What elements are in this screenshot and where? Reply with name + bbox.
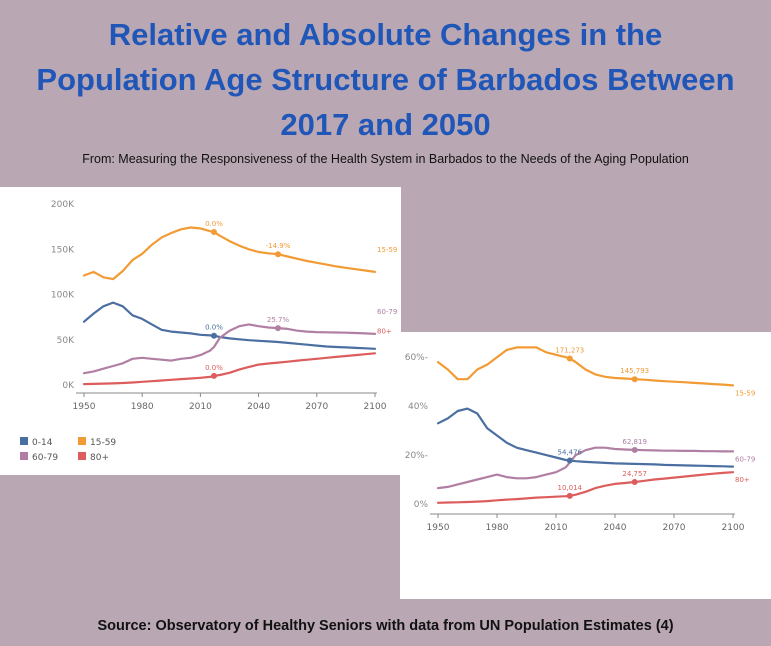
series-line-60-79 xyxy=(436,446,735,490)
data-label: 0.0% xyxy=(205,364,223,372)
end-label-80: 80+ xyxy=(735,476,750,484)
data-point-marker xyxy=(631,376,638,383)
x-tick-label: 2100 xyxy=(364,402,387,412)
x-tick-label: 1950 xyxy=(73,402,96,412)
y-tick-label: 40% xyxy=(408,402,428,412)
data-label: -14.9% xyxy=(266,242,291,250)
series-line-80 xyxy=(82,352,377,386)
y-tick-label: 100K xyxy=(51,291,75,301)
data-label: 25.7% xyxy=(267,316,290,324)
data-label: 0.0% xyxy=(205,324,223,332)
x-tick-label: 2100 xyxy=(722,523,745,533)
x-tick-label: 2010 xyxy=(545,523,568,533)
x-tick-label: 2070 xyxy=(663,523,686,533)
absolute-chart-panel: 0K 50K 100K 150K 200K 1950 1980 2010 2040 2070 210… xyxy=(0,187,401,475)
data-point-marker xyxy=(275,251,281,258)
data-label: 62,819 xyxy=(622,438,647,446)
data-point-marker xyxy=(275,325,281,332)
relative-population-chart: 0% 20%- 40% 60%- 1950 1980 2010 2040 2070 2100 15-… xyxy=(405,346,755,533)
y-tick-label: 50K xyxy=(57,336,75,346)
end-label-60-79: 60-79 xyxy=(735,455,755,463)
legend-swatch-0-14 xyxy=(20,437,28,445)
legend-label-60-79: 60-79 xyxy=(32,453,58,463)
data-point-marker xyxy=(210,332,217,339)
x-tick-label: 2040 xyxy=(604,523,627,533)
data-point-marker xyxy=(631,478,638,485)
data-label: 10,014 xyxy=(558,484,583,492)
series-line-15-59 xyxy=(82,226,377,281)
legend-swatch-60-79 xyxy=(20,452,28,460)
legend-label-0-14: 0-14 xyxy=(32,438,53,448)
end-label-80: 80+ xyxy=(377,327,392,335)
end-label-60-79: 60-79 xyxy=(377,308,397,316)
absolute-population-chart: 0K 50K 100K 150K 200K 1950 1980 2010 2040 2070 210… xyxy=(20,200,397,463)
relative-chart-panel: 0% 20%- 40% 60%- 1950 1980 2010 2040 2070 2100 15-… xyxy=(400,332,771,599)
data-label: 0.0% xyxy=(205,220,223,228)
x-tick-label: 1950 xyxy=(427,523,450,533)
data-point-marker xyxy=(566,355,573,362)
y-tick-label: 150K xyxy=(51,245,75,255)
page-title: Relative and Absolute Changes in the Pop… xyxy=(0,12,771,147)
legend-swatch-15-59 xyxy=(78,437,86,445)
end-label-15-59: 15-59 xyxy=(735,389,755,397)
series-line-80 xyxy=(436,471,735,504)
x-tick-label: 2040 xyxy=(247,402,270,412)
x-tick-label: 2010 xyxy=(189,402,212,412)
end-label-15-59: 15-59 xyxy=(377,246,397,254)
x-tick-label: 1980 xyxy=(486,523,509,533)
data-point-marker xyxy=(566,492,573,499)
subtitle: From: Measuring the Responsiveness of th… xyxy=(82,152,689,166)
series-line-0-14 xyxy=(82,301,377,350)
series-line-0-14 xyxy=(436,407,735,468)
y-tick-label: 0K xyxy=(62,381,75,391)
source-note: Source: Observatory of Healthy Seniors w… xyxy=(97,618,674,634)
series-line-60-79 xyxy=(82,323,377,375)
data-point-marker xyxy=(210,372,217,379)
y-tick-label: 0% xyxy=(414,500,429,510)
title-line-2: Population Age Structure of Barbados Bet… xyxy=(36,62,735,97)
series-line-15-59 xyxy=(436,346,735,387)
title-line-3: 2017 and 2050 xyxy=(280,107,491,142)
x-tick-label: 1980 xyxy=(131,402,154,412)
y-tick-label: 20%- xyxy=(405,451,428,461)
data-point-marker xyxy=(210,229,217,236)
y-tick-label: 60%- xyxy=(405,353,428,363)
data-label: 54,476 xyxy=(558,448,583,456)
title-line-1: Relative and Absolute Changes in the xyxy=(108,17,663,52)
data-point-marker xyxy=(566,457,573,464)
data-point-marker xyxy=(631,446,638,453)
data-label: 145,793 xyxy=(620,367,649,375)
data-label: 171,273 xyxy=(555,346,584,354)
y-tick-label: 200K xyxy=(51,200,75,210)
x-tick-label: 2070 xyxy=(305,402,328,412)
data-label: 24,757 xyxy=(622,470,647,478)
legend-label-80: 80+ xyxy=(90,453,109,463)
legend-swatch-80 xyxy=(78,452,86,460)
legend-label-15-59: 15-59 xyxy=(90,438,116,448)
